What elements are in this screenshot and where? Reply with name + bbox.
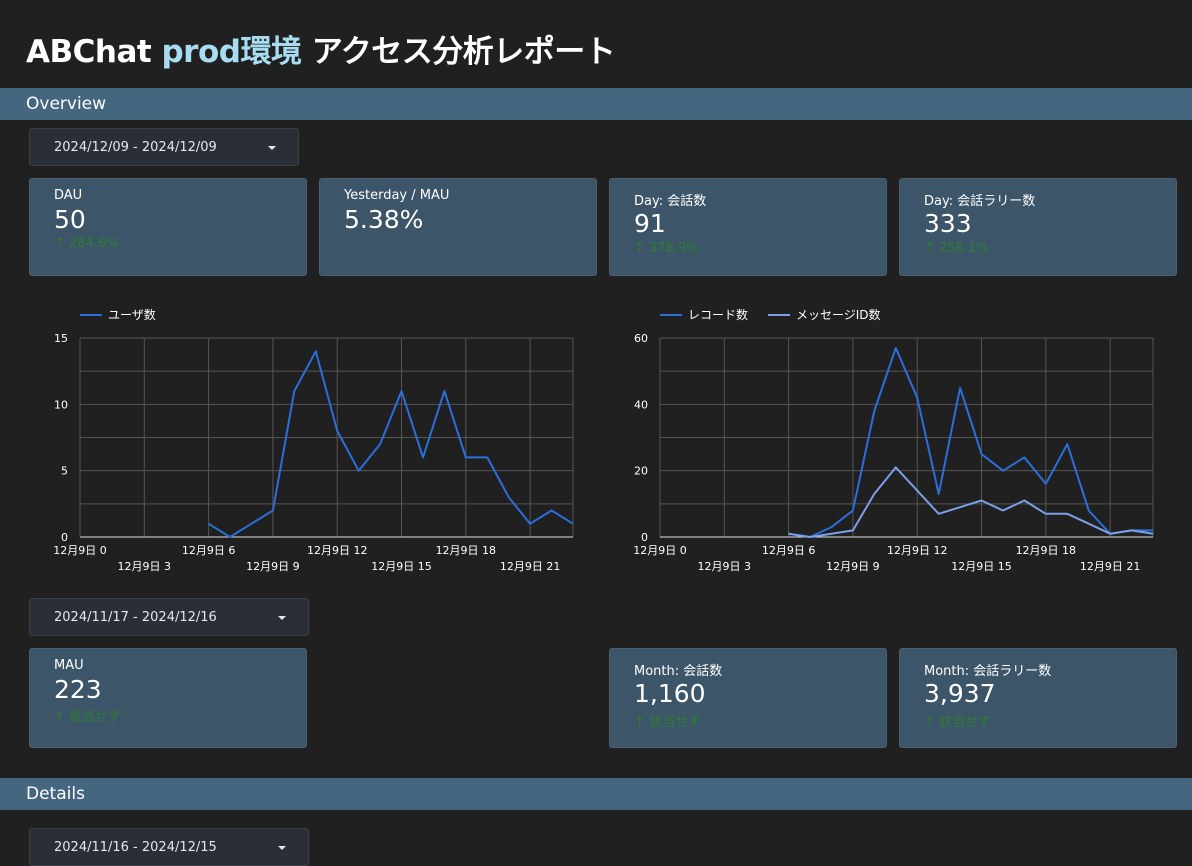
x-tick-label: 12月9日 0	[633, 544, 687, 557]
users-line-chart-svg: 0 5 10 15 12月9日 0 12月9日 3 12月9日 6 12月9日 9 12月9日 …	[53, 307, 574, 573]
series-line	[788, 347, 1153, 538]
scorecard-mau[interactable]: MAU 223 ↑ 該当せず	[29, 648, 307, 748]
scorecard-day-conversations[interactable]: Day: 会話数 91 ↑ 378.9%	[609, 178, 887, 276]
scorecard-delta: ↑ 258.1%	[924, 241, 989, 256]
y-tick-label: 0	[61, 531, 68, 544]
scorecard-delta: ↑ 該当せず	[924, 715, 992, 730]
chevron-down-icon	[268, 146, 276, 150]
scorecard-dau[interactable]: DAU 50 ↑ 284.6%	[29, 178, 307, 276]
series-line	[208, 350, 574, 538]
chevron-down-icon	[278, 846, 286, 850]
scorecard-label: Month: 会話数	[634, 664, 723, 679]
details-date-range-picker[interactable]: 2024/11/16 - 2024/12/15	[29, 828, 309, 866]
x-tick-label: 12月9日 12	[887, 544, 948, 557]
x-tick-label: 12月9日 0	[53, 544, 107, 557]
scorecard-label: DAU	[54, 188, 83, 203]
y-tick-label: 15	[54, 332, 68, 345]
scorecard-label: Month: 会話ラリー数	[924, 664, 1052, 679]
y-tick-label: 10	[54, 398, 68, 411]
x-tick-label: 12月9日 9	[826, 560, 880, 573]
x-tick-label: 12月9日 15	[951, 560, 1012, 573]
x-tick-label: 12月9日 18	[1016, 544, 1077, 557]
y-tick-label: 40	[634, 398, 648, 411]
overview-section-title: Overview	[26, 94, 107, 114]
legend-label: メッセージID数	[796, 307, 881, 322]
scorecard-label: Yesterday / MAU	[344, 188, 450, 203]
scorecard-label: Day: 会話数	[634, 194, 707, 209]
scorecard-yesterday-mau[interactable]: Yesterday / MAU 5.38%	[319, 178, 597, 276]
scorecard-value: 333	[924, 209, 972, 238]
scorecard-day-rally[interactable]: Day: 会話ラリー数 333 ↑ 258.1%	[899, 178, 1177, 276]
details-section-header: Details	[0, 778, 1192, 810]
records-line-chart[interactable]: 0 20 40 60 12月9日 0 12月9日 3 12月9日 6 12月9日 9 12月9日…	[620, 300, 1160, 589]
x-tick-label: 12月9日 21	[1080, 560, 1141, 573]
scorecard-label: Day: 会話ラリー数	[924, 194, 1036, 209]
scorecard-value: 5.38%	[344, 205, 424, 234]
users-line-chart[interactable]: 0 5 10 15 12月9日 0 12月9日 3 12月9日 6 12月9日 9 12月9日 …	[40, 300, 580, 589]
x-tick-label: 12月9日 9	[246, 560, 300, 573]
x-tick-label: 12月9日 12	[307, 544, 368, 557]
scorecard-delta: ↑ 284.6%	[54, 236, 119, 251]
y-tick-label: 60	[634, 332, 648, 345]
legend-label: レコード数	[688, 307, 748, 322]
scorecard-month-rally[interactable]: Month: 会話ラリー数 3,937 ↑ 該当せず	[899, 648, 1177, 748]
legend-label: ユーザ数	[108, 307, 156, 322]
details-section-title: Details	[26, 784, 85, 804]
overview-section-header: Overview	[0, 88, 1192, 120]
scorecard-value: 50	[54, 205, 86, 234]
scorecard-value: 91	[634, 209, 666, 238]
date-range-text: 2024/11/16 - 2024/12/15	[54, 840, 217, 855]
scorecard-value: 1,160	[634, 679, 706, 708]
scorecard-value: 3,937	[924, 679, 996, 708]
x-tick-label: 12月9日 21	[500, 560, 561, 573]
chevron-down-icon	[278, 616, 286, 620]
monthly-date-range-picker[interactable]: 2024/11/17 - 2024/12/16	[29, 598, 309, 636]
scorecard-delta: ↑ 該当せず	[634, 715, 702, 730]
daily-date-range-picker[interactable]: 2024/12/09 - 2024/12/09	[29, 128, 299, 166]
scorecard-label: MAU	[54, 658, 84, 673]
x-tick-label: 12月9日 6	[762, 544, 816, 557]
scorecard-delta: ↑ 該当せず	[54, 710, 122, 725]
records-line-chart-svg: 0 20 40 60 12月9日 0 12月9日 3 12月9日 6 12月9日 9 12月9日…	[633, 307, 1154, 573]
scorecard-delta: ↑ 378.9%	[634, 241, 699, 256]
date-range-text: 2024/11/17 - 2024/12/16	[54, 610, 217, 625]
y-tick-label: 0	[641, 531, 648, 544]
scorecard-month-conversations[interactable]: Month: 会話数 1,160 ↑ 該当せず	[609, 648, 887, 748]
x-tick-label: 12月9日 18	[436, 544, 497, 557]
page-title: ABChat prod環境 アクセス分析レポート	[26, 34, 616, 70]
y-tick-label: 20	[634, 465, 648, 478]
scorecard-value: 223	[54, 675, 102, 704]
x-tick-label: 12月9日 3	[698, 560, 752, 573]
y-tick-label: 5	[61, 465, 68, 478]
x-tick-label: 12月9日 15	[371, 560, 432, 573]
x-tick-label: 12月9日 6	[182, 544, 236, 557]
date-range-text: 2024/12/09 - 2024/12/09	[54, 140, 217, 155]
x-tick-label: 12月9日 3	[118, 560, 172, 573]
series-line	[788, 466, 1154, 538]
